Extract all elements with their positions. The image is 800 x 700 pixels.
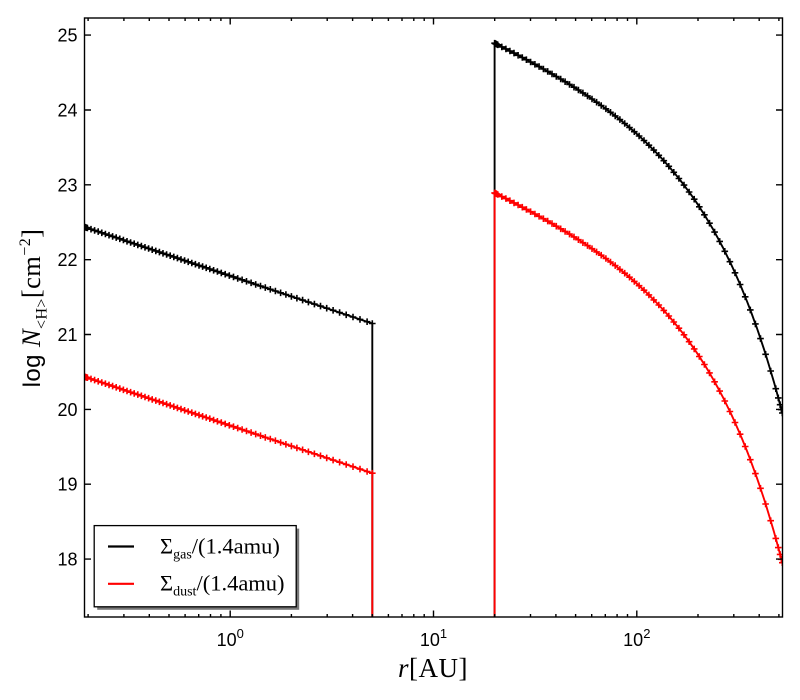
svg-text:100: 100 <box>217 626 244 650</box>
svg-text:24: 24 <box>57 101 77 121</box>
svg-text:19: 19 <box>57 475 77 495</box>
svg-text:Σgas/(1.4amu): Σgas/(1.4amu) <box>160 533 280 562</box>
svg-text:21: 21 <box>57 325 77 345</box>
svg-text:25: 25 <box>57 26 77 46</box>
svg-text:18: 18 <box>57 550 77 570</box>
svg-text:20: 20 <box>57 400 77 420</box>
svg-text:r[AU]: r[AU] <box>398 653 468 683</box>
svg-text:23: 23 <box>57 175 77 195</box>
svg-text:22: 22 <box>57 250 77 270</box>
svg-text:log N<H>[cm−2]: log N<H>[cm−2] <box>16 229 51 388</box>
